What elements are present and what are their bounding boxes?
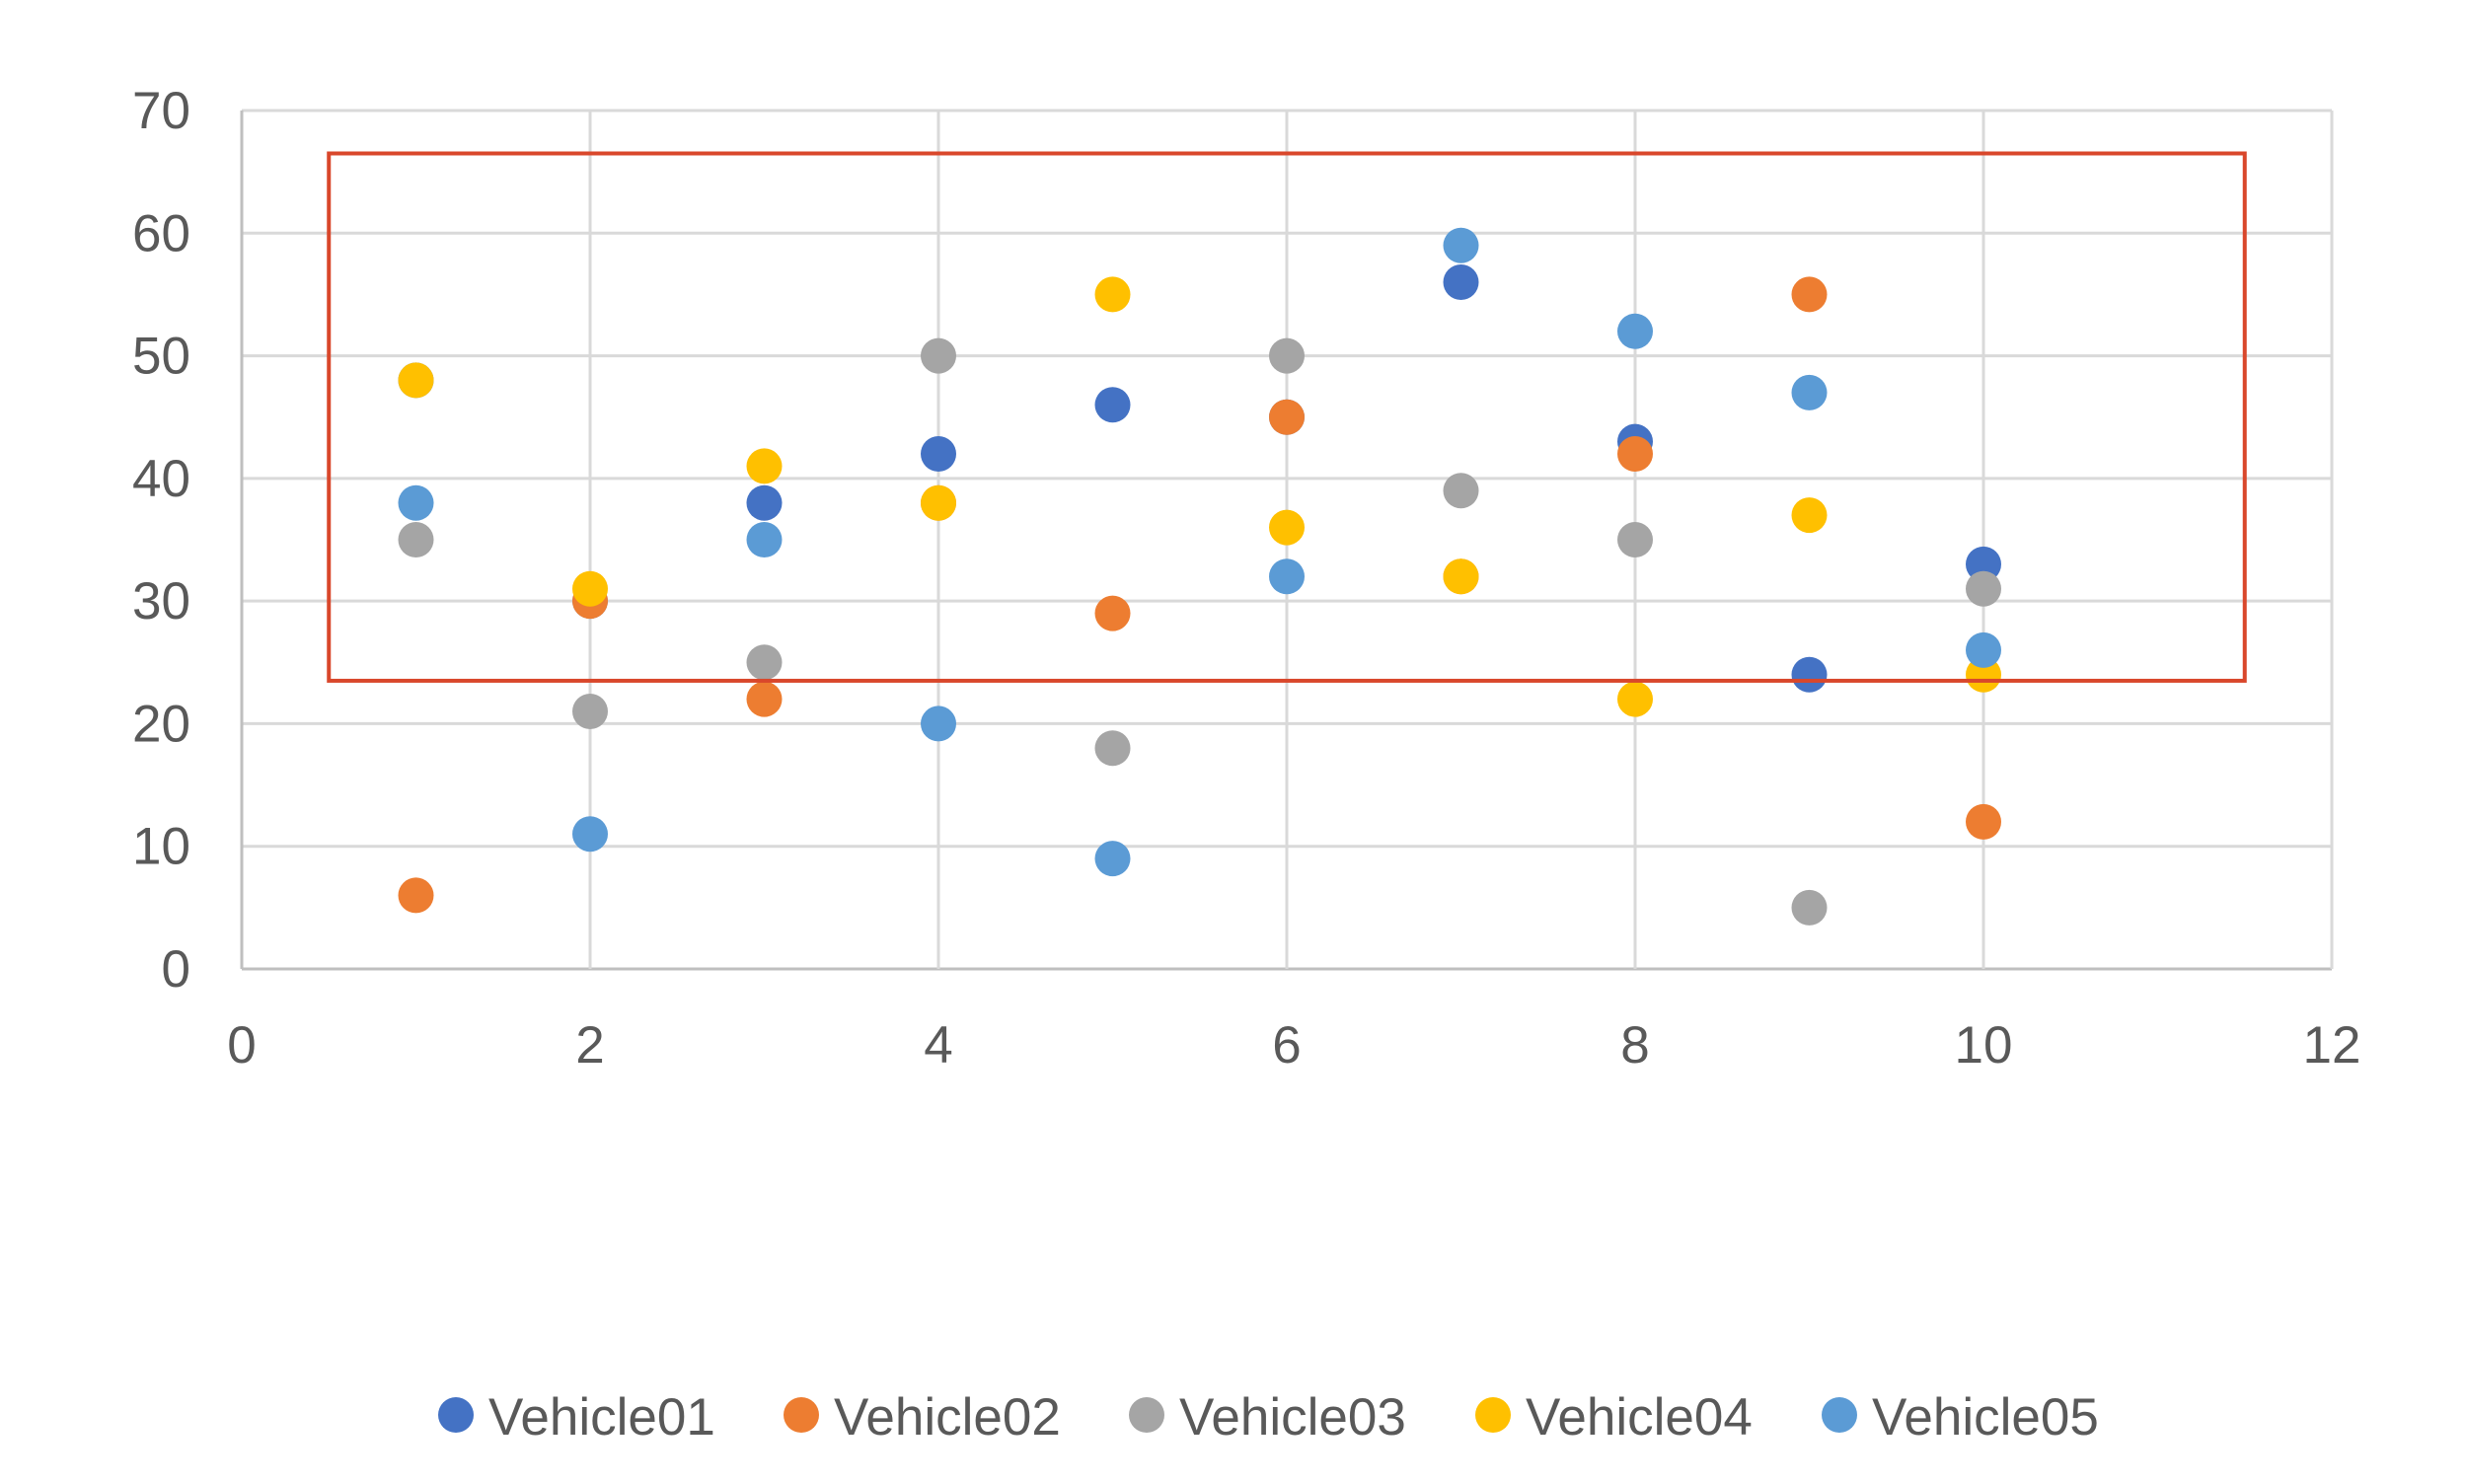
vehicle03-point xyxy=(921,337,956,374)
legend-label: Vehicle03 xyxy=(1179,1388,1406,1447)
vehicle04-point xyxy=(1443,558,1479,595)
y-axis-tick-labels: 0 10 20 30 40 50 60 70 xyxy=(132,82,190,999)
vehicle04-point xyxy=(1269,509,1305,546)
vehicle04-point xyxy=(921,484,956,521)
vehicle02-point xyxy=(1269,399,1305,435)
vehicle03-point xyxy=(1269,337,1305,374)
vehicle05-point xyxy=(921,705,956,742)
vehicle03-point xyxy=(572,694,608,729)
x-tick-label: 4 xyxy=(924,1016,952,1075)
vehicle03-point xyxy=(1617,522,1653,557)
legend-marker xyxy=(784,1397,819,1433)
y-tick-label: 50 xyxy=(132,328,190,386)
vehicle03-point xyxy=(398,522,434,557)
legend-label: Vehicle01 xyxy=(488,1388,715,1447)
legend-marker xyxy=(1475,1397,1511,1433)
vehicle01-point xyxy=(1966,546,2001,582)
vehicle03-point xyxy=(1791,889,1828,926)
vehicle04-point xyxy=(1617,681,1653,717)
vehicle02-point xyxy=(746,681,783,717)
vehicle03-point xyxy=(1443,473,1479,509)
x-tick-label: 8 xyxy=(1620,1016,1649,1075)
legend: Vehicle01 Vehicle02 Vehicle03 Vehicle04 Vehi… xyxy=(438,1388,2099,1447)
vehicle01-point xyxy=(1791,656,1828,693)
y-tick-label: 40 xyxy=(132,450,190,508)
legend-marker xyxy=(1129,1397,1164,1433)
legend-marker xyxy=(1822,1397,1857,1433)
vehicle05-point xyxy=(1791,374,1828,410)
vehicle04-point xyxy=(572,570,608,607)
vehicle05-point xyxy=(398,484,434,521)
data-points xyxy=(398,227,2001,926)
vehicle04-point xyxy=(1791,497,1828,534)
vehicle05-point xyxy=(572,816,608,853)
vehicle05-point xyxy=(1617,313,1653,349)
vehicle04-point xyxy=(746,448,783,484)
vehicle02-point xyxy=(1094,595,1131,631)
y-tick-label: 20 xyxy=(132,695,190,753)
vehicle03-point xyxy=(1966,570,2001,607)
vehicle02-point xyxy=(398,877,434,914)
y-tick-label: 70 xyxy=(132,82,190,140)
annotation-layer xyxy=(327,151,2247,683)
legend-label: Vehicle05 xyxy=(1872,1388,2099,1447)
x-tick-label: 2 xyxy=(575,1016,604,1075)
y-tick-label: 30 xyxy=(132,572,190,631)
highlight-rectangle xyxy=(327,151,2247,683)
vehicle04-point xyxy=(398,362,434,399)
vehicle02-point xyxy=(1617,436,1653,472)
vehicle01-point xyxy=(1443,264,1479,300)
vehicle02-point xyxy=(1791,276,1828,313)
x-tick-label: 6 xyxy=(1272,1016,1301,1075)
y-tick-label: 60 xyxy=(132,204,190,262)
vehicle05-point xyxy=(1094,841,1131,877)
vehicle05-point xyxy=(746,522,783,557)
x-tick-label: 12 xyxy=(2303,1016,2361,1075)
legend-label: Vehicle02 xyxy=(834,1388,1061,1447)
y-tick-label: 10 xyxy=(132,818,190,876)
vehicle03-point xyxy=(746,644,783,681)
vehicle01-point xyxy=(746,484,783,521)
vehicle04-point xyxy=(1094,276,1131,313)
vehicle01-point xyxy=(921,436,956,472)
legend-marker xyxy=(438,1397,474,1433)
x-tick-label: 10 xyxy=(1955,1016,2013,1075)
vehicle03-point xyxy=(1094,730,1131,767)
vehicle04-point xyxy=(1966,656,2001,693)
vehicle05-point xyxy=(1443,227,1479,263)
x-tick-label: 0 xyxy=(227,1016,256,1075)
y-tick-label: 0 xyxy=(162,940,190,999)
x-axis-tick-labels: 0 2 4 6 8 10 12 xyxy=(227,1016,2360,1075)
vehicle05-point xyxy=(1966,631,2001,668)
vehicle02-point xyxy=(1966,803,2001,840)
vehicle01-point xyxy=(1094,387,1131,423)
legend-label: Vehicle04 xyxy=(1526,1388,1753,1447)
vehicle05-point xyxy=(1269,558,1305,595)
